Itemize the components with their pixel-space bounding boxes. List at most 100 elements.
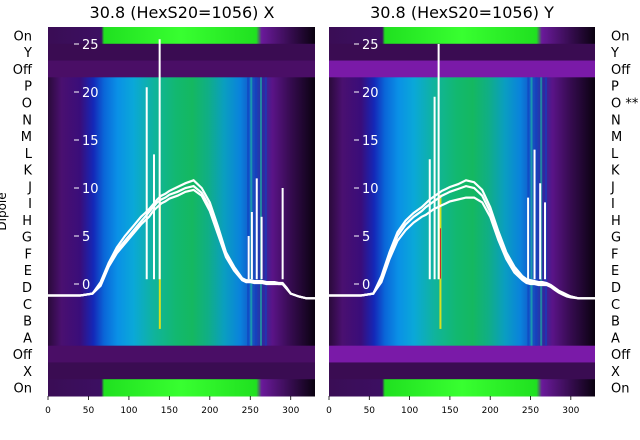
row-label: J bbox=[610, 180, 615, 195]
heatmap-row bbox=[329, 345, 595, 363]
row-label: X bbox=[611, 365, 620, 380]
row-label: Off bbox=[13, 348, 33, 363]
heatmap-row bbox=[48, 312, 315, 330]
x-tick-label: 0 bbox=[326, 406, 332, 416]
row-label: M bbox=[611, 130, 622, 145]
row-label: On bbox=[611, 29, 629, 44]
row-label: Off bbox=[611, 348, 631, 363]
x-tick-label: 300 bbox=[282, 406, 299, 416]
overlay-tick-label: 25 bbox=[82, 38, 99, 53]
x-tick-label: 250 bbox=[242, 406, 259, 416]
row-label: Y bbox=[610, 46, 619, 61]
row-label: J bbox=[27, 180, 32, 195]
heatmap-stripe bbox=[250, 77, 253, 346]
overlay-tick-label: 5 bbox=[82, 230, 90, 245]
row-label: X bbox=[23, 365, 32, 380]
heatmap-row bbox=[329, 245, 595, 263]
overlay-tick-label: 0 bbox=[82, 278, 90, 293]
heatmap-row bbox=[329, 211, 595, 229]
row-label: G bbox=[611, 231, 621, 246]
heatmap-row bbox=[48, 211, 315, 229]
row-label: I bbox=[611, 197, 615, 212]
row-label: D bbox=[22, 281, 32, 296]
heatmap-hot-core bbox=[439, 228, 441, 279]
panels-layer: 30.8 (HexS20=1056) XOnYOffPONMLKJIHGFEDC… bbox=[0, 3, 639, 416]
row-label: Off bbox=[611, 63, 631, 78]
row-label: I bbox=[28, 197, 32, 212]
row-label: G bbox=[22, 231, 32, 246]
overlay-tick-label: 10 bbox=[362, 182, 379, 197]
heatmap-stripe bbox=[264, 77, 267, 346]
row-label: On bbox=[14, 382, 32, 397]
row-label: H bbox=[611, 214, 621, 229]
heatmap-stripe bbox=[535, 77, 538, 346]
heatmap-row bbox=[329, 328, 595, 347]
row-label: K bbox=[23, 164, 32, 179]
row-label: K bbox=[611, 164, 620, 179]
row-label: M bbox=[21, 130, 32, 145]
heatmap-row bbox=[329, 43, 595, 62]
heatmap-row bbox=[48, 161, 315, 179]
heatmap-row bbox=[329, 261, 595, 280]
chart-title: 30.8 (HexS20=1056) Y bbox=[370, 3, 554, 22]
row-label: O ** bbox=[611, 96, 639, 111]
x-tick-label: 200 bbox=[201, 406, 218, 416]
row-label: C bbox=[23, 298, 32, 313]
overlay-series-line bbox=[48, 188, 315, 300]
row-label: A bbox=[611, 331, 620, 346]
row-label: On bbox=[611, 382, 629, 397]
row-label: B bbox=[23, 315, 32, 330]
overlay-series-line bbox=[329, 179, 595, 300]
heatmap-row bbox=[48, 362, 315, 380]
overlay-tick-label: 20 bbox=[82, 86, 99, 101]
row-label: Y bbox=[23, 46, 32, 61]
overlay-tick-label: 5 bbox=[362, 230, 370, 245]
x-tick-label: 200 bbox=[482, 406, 499, 416]
chart-title: 30.8 (HexS20=1056) X bbox=[90, 3, 275, 22]
heatmap-row bbox=[329, 194, 595, 212]
heatmap-row bbox=[48, 261, 315, 280]
row-label: E bbox=[611, 264, 619, 279]
row-label: O bbox=[22, 96, 32, 111]
row-label: L bbox=[25, 147, 33, 162]
row-label: N bbox=[22, 113, 32, 128]
heatmap-row bbox=[329, 110, 595, 129]
heatmap-row bbox=[48, 43, 315, 62]
row-label: On bbox=[14, 29, 32, 44]
overlay-tick-label: 15 bbox=[82, 134, 99, 149]
row-label: E bbox=[24, 264, 32, 279]
heatmap-row bbox=[48, 295, 315, 313]
x-tick-label: 100 bbox=[120, 406, 137, 416]
overlay-tick-label: 10 bbox=[82, 182, 99, 197]
heatmap-row bbox=[48, 379, 315, 397]
heatmap-row bbox=[48, 345, 315, 363]
overlay-tick-label: 15 bbox=[362, 134, 379, 149]
heatmap-row bbox=[48, 245, 315, 263]
x-tick-label: 300 bbox=[562, 406, 579, 416]
heatmap-row bbox=[48, 27, 315, 45]
row-label: P bbox=[24, 80, 32, 95]
row-label: P bbox=[611, 80, 619, 95]
row-label: B bbox=[611, 315, 620, 330]
overlay-series-line bbox=[329, 196, 595, 300]
panel-1: 30.8 (HexS20=1056) X On Y Off PONMLKJIHGFEDC… bbox=[0, 3, 315, 416]
row-label: A bbox=[23, 331, 32, 346]
overlay-tick-label: 0 bbox=[362, 278, 370, 293]
overlay-series-line bbox=[48, 179, 315, 300]
x-tick-label: 150 bbox=[441, 406, 458, 416]
heatmap-row bbox=[329, 161, 595, 179]
heatmap-row bbox=[48, 60, 315, 78]
overlay-tick-label: 20 bbox=[362, 86, 379, 101]
x-tick-label: 100 bbox=[401, 406, 418, 416]
y-axis-label: Dipole bbox=[0, 192, 9, 230]
heatmap-row bbox=[329, 379, 595, 397]
heatmap-row bbox=[329, 312, 595, 330]
row-label: C bbox=[611, 298, 620, 313]
panel-2: 30.8 (HexS20=1056) Y On Y Off PO ** NMLKJIHGF… bbox=[326, 3, 639, 416]
heatmap-row bbox=[48, 194, 315, 212]
heatmap-row bbox=[48, 110, 315, 129]
heatmap-row bbox=[329, 27, 595, 45]
heatmap-stripe bbox=[259, 77, 262, 346]
x-tick-label: 50 bbox=[83, 406, 95, 416]
